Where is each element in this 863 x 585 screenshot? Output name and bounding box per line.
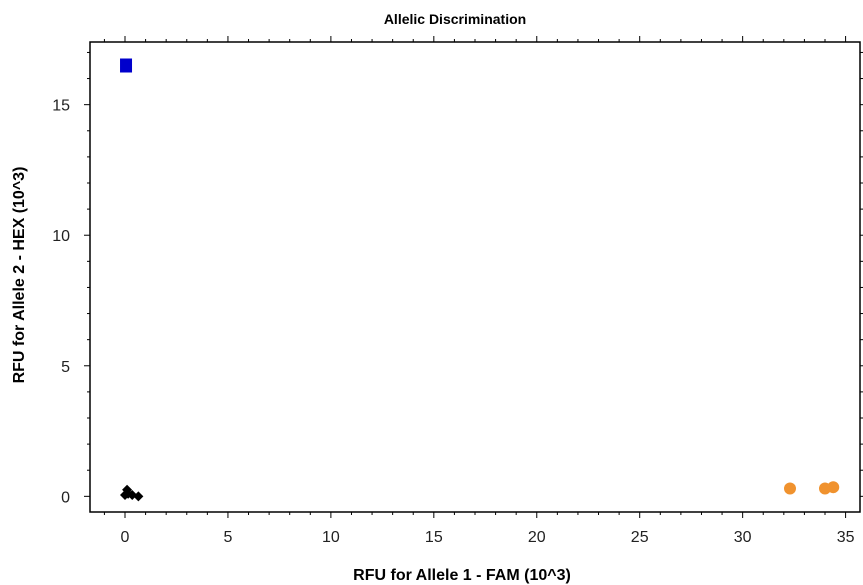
x-axis-label: RFU for Allele 1 - FAM (10^3): [353, 567, 571, 584]
data-point-circle: [784, 482, 796, 495]
y-axis-label: RFU for Allele 2 - HEX (10^3): [11, 167, 28, 384]
x-tick-label: 25: [631, 529, 649, 546]
plot-frame: [89, 41, 861, 513]
chart-title: Allelic Discrimination: [384, 11, 526, 27]
y-tick-label: 0: [61, 489, 70, 506]
x-tick-labels: 0 5 10 15 20 25 30 35: [121, 529, 855, 546]
data-point-circle: [827, 481, 840, 494]
x-tick-label: 10: [322, 529, 340, 546]
x-tick-label: 15: [425, 529, 443, 546]
y-tick-label: 5: [61, 359, 70, 376]
x-tick-label: 35: [837, 529, 855, 546]
y-tick-label: 10: [52, 228, 70, 245]
data-points: [120, 58, 840, 502]
axis-ticks: [84, 36, 863, 518]
x-tick-label: 30: [734, 529, 752, 546]
y-tick-labels: 0 5 10 15: [52, 98, 70, 507]
data-point-square: [120, 58, 133, 73]
x-tick-label: 20: [528, 529, 546, 546]
x-tick-label: 0: [121, 529, 130, 546]
x-tick-label: 5: [223, 529, 232, 546]
data-point-diamond: [133, 491, 144, 502]
y-tick-label: 15: [52, 98, 70, 115]
